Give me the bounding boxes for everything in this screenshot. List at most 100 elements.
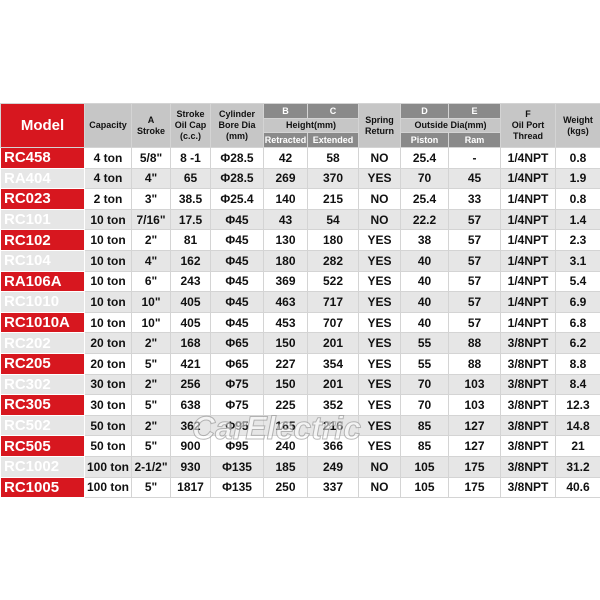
model-cell: RC1005 [0,476,85,499]
table-cell: 57 [448,229,501,251]
table-cell: Φ45 [210,311,264,334]
table-cell: Φ65 [210,352,264,375]
model-cell: RC205 [0,352,85,375]
table-cell: 57 [448,249,501,272]
table-cell: 6.9 [555,291,600,313]
model-cell: RC101 [0,208,85,231]
table-cell: 1/4NPT [500,208,556,231]
table-cell: 30 ton [84,373,132,396]
table-cell: 5.4 [555,270,600,293]
table-cell: Φ45 [210,249,264,272]
table-cell: 5/8" [131,147,171,169]
table-cell: 10 ton [84,208,132,231]
table-cell: 65 [170,167,211,190]
table-cell: 1/4NPT [500,167,556,190]
column-header: Model [0,103,85,148]
table-row: RC1010A 10 ton 10" 405 Φ45 453 707 YES 40 57 1/4NP… [0,311,600,334]
table-cell: 127 [448,414,501,437]
table-cell: Φ135 [210,455,264,478]
table-cell: 85 [400,414,449,437]
table-cell: 1/4NPT [500,188,556,210]
table-cell: 127 [448,435,501,457]
table-cell: YES [358,352,401,375]
table-cell: 4 ton [84,167,132,190]
sub-header: Extended [307,132,359,148]
table-cell: Φ28.5 [210,167,264,190]
table-cell: 243 [170,270,211,293]
table-cell: 227 [263,352,308,375]
table-cell: 40 [400,270,449,293]
table-row: RC1010 10 ton 10" 405 Φ45 463 717 YES 40 57 1/4NPT… [0,291,600,313]
model-cell: RC102 [0,229,85,251]
table-cell: 40.6 [555,476,600,499]
table-cell: 105 [400,455,449,478]
table-cell: 30 ton [84,394,132,416]
table-cell: 10" [131,291,171,313]
table-cell: 366 [307,435,359,457]
table-cell: Φ45 [210,229,264,251]
table-cell: Φ25.4 [210,188,264,210]
table-cell: Φ45 [210,270,264,293]
table-cell: 3/8NPT [500,352,556,375]
table-cell: 17.5 [170,208,211,231]
model-cell: RC202 [0,332,85,354]
table-cell: 38.5 [170,188,211,210]
table-cell: 8.4 [555,373,600,396]
table-cell: 201 [307,332,359,354]
table-cell: 3/8NPT [500,435,556,457]
header-line: Oil Cap [174,120,207,130]
table-cell: 7/16" [131,208,171,231]
table-cell: 1/4NPT [500,311,556,334]
table-cell: 5" [131,352,171,375]
table-cell: Φ28.5 [210,147,264,169]
table-cell: 103 [448,373,501,396]
table-cell: 638 [170,394,211,416]
table-row: RC458 4 ton 5/8" 8 -1 Φ28.5 42 58 NO 25.4-1/4NPT… [0,147,600,169]
table-row: RC101 10 ton 7/16" 17.5 Φ45 43 54 NO 22.2 57 1/4NP… [0,208,600,231]
table-cell: 249 [307,455,359,478]
table-cell: 0.8 [555,188,600,210]
table-header: Model Capacity A Stroke Stroke Oil Cap (c.c.) C… [0,103,600,148]
table-cell: 50 ton [84,414,132,437]
header-line: (c.c.) [179,131,201,141]
table-row: RC102 10 ton 2" 81 Φ45 130 180 YES 38 57 1/4NPT 2.3 [0,229,600,251]
table-cell: YES [358,373,401,396]
table-cell: 10 ton [84,229,132,251]
table-cell: NO [358,147,401,169]
table-cell: 3" [131,188,171,210]
table-cell: 225 [263,394,308,416]
header-line: Spring [365,114,394,125]
table-cell: YES [358,311,401,334]
model-cell: RC023 [0,188,85,210]
table-cell: 4" [131,249,171,272]
table-cell: 130 [263,229,308,251]
table-cell: 180 [307,229,359,251]
header-line: Model [20,117,65,134]
table-cell: 54 [307,208,359,231]
column-header: Cylinder Bore Dia (mm) [210,103,264,148]
table-cell: 40 [400,311,449,334]
table-cell: 1.9 [555,167,600,190]
table-cell: 10 ton [84,249,132,272]
table-cell: Φ75 [210,373,264,396]
table-cell: 14.8 [555,414,600,437]
table-cell: 3/8NPT [500,476,556,499]
header-line: F [525,109,531,119]
table-row: RC1005 100 ton 5" 1817 Φ135 250 337 NO 105 175 3/8… [0,476,600,499]
table-cell: 8.8 [555,352,600,375]
header-line: Cylinder [218,109,255,119]
table-cell: NO [358,476,401,499]
header-row: Retracted Extended Piston Ram [1,132,600,148]
table-cell: Φ65 [210,332,264,354]
header-line: (kgs) [567,125,589,136]
table-cell: 85 [400,435,449,457]
sub-header: Retracted [263,132,308,148]
table-cell: 240 [263,435,308,457]
table-cell: 4 ton [84,147,132,169]
table-cell: 25.4 [400,188,449,210]
table-cell: 88 [448,352,501,375]
model-cell: RC458 [0,147,85,169]
table-cell: 70 [400,167,449,190]
table-cell: 57 [448,291,501,313]
table-cell: 3/8NPT [500,414,556,437]
